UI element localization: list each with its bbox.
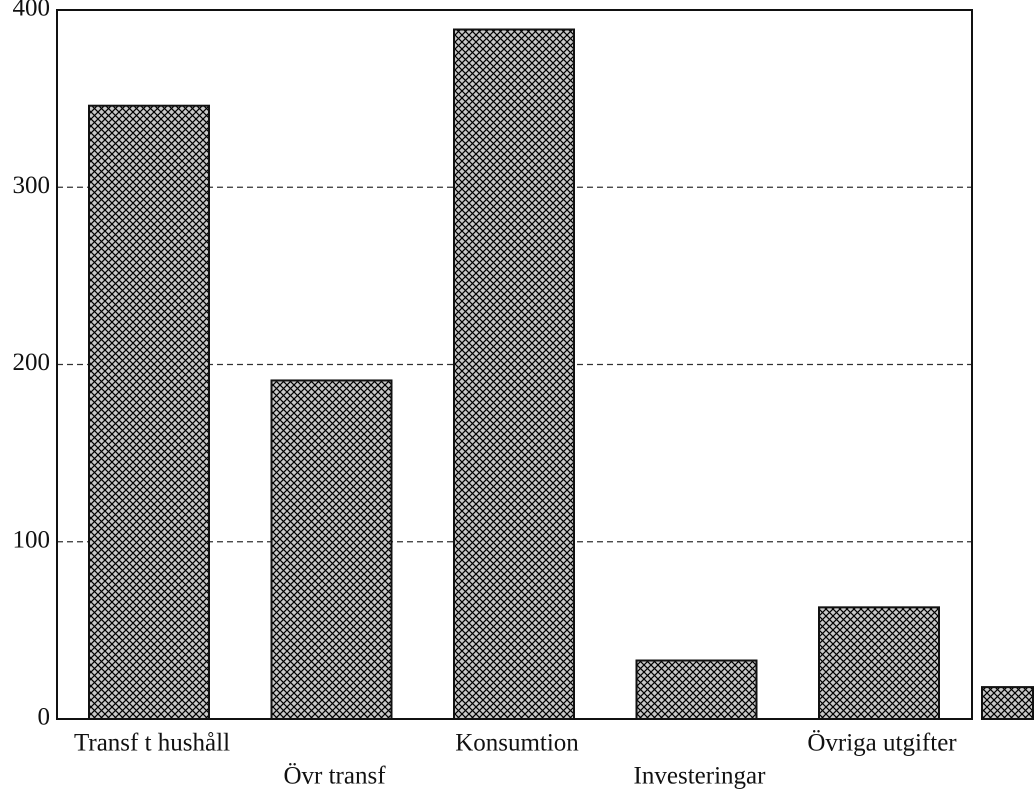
bar — [818, 606, 940, 721]
x-tick-label: Transf t hushåll — [74, 730, 230, 757]
bar — [635, 659, 758, 721]
x-tick-label: Investeringar — [634, 763, 767, 790]
y-tick-label: 0 — [38, 704, 51, 731]
y-tick-label: 200 — [13, 349, 51, 376]
bar — [453, 28, 575, 721]
x-tick-label: Övriga utgifter — [807, 730, 957, 757]
y-tick-label: 100 — [13, 526, 51, 553]
y-tick-label: 300 — [13, 172, 51, 199]
y-tick-label: 400 — [13, 0, 51, 22]
bar — [88, 104, 210, 720]
x-tick-label: Konsumtion — [455, 730, 579, 757]
bar — [270, 379, 393, 720]
bar — [981, 686, 1034, 720]
x-tick-label: Övr transf — [283, 763, 386, 790]
